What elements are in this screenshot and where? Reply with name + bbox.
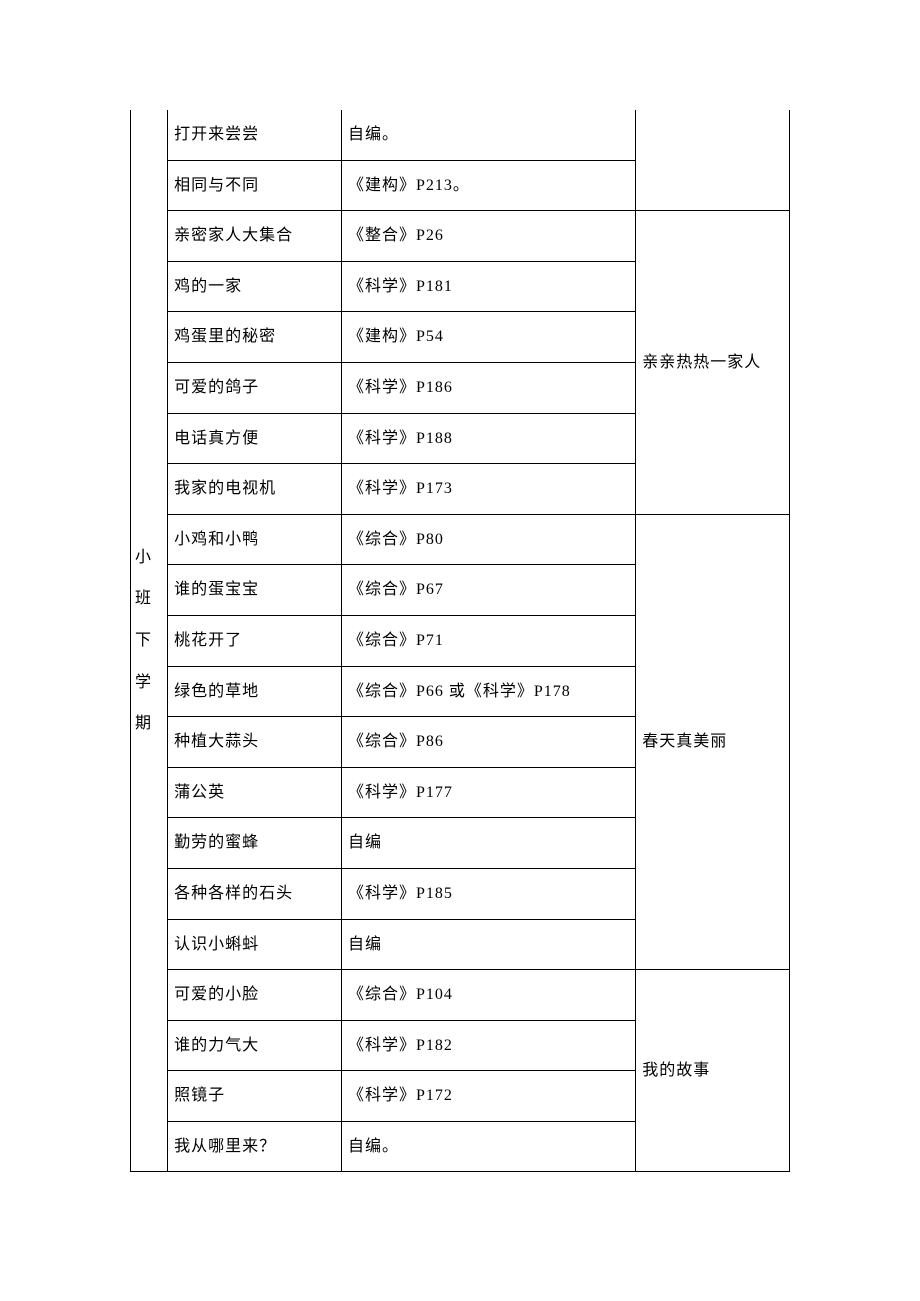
lesson-source: 《综合》P86 bbox=[341, 717, 635, 768]
lesson-source: 《建构》P54 bbox=[341, 312, 635, 363]
lesson-source: 《科学》P186 bbox=[341, 362, 635, 413]
lesson-source: 《综合》P66 或《科学》P178 bbox=[341, 666, 635, 717]
lesson-source: 《建构》P213。 bbox=[341, 160, 635, 211]
lesson-source: 《科学》P185 bbox=[341, 868, 635, 919]
lesson-source: 《科学》P188 bbox=[341, 413, 635, 464]
lesson-title: 各种各样的石头 bbox=[168, 868, 342, 919]
lesson-title: 电话真方便 bbox=[168, 413, 342, 464]
lesson-source: 《科学》P182 bbox=[341, 1020, 635, 1071]
lesson-source: 《科学》P173 bbox=[341, 464, 635, 515]
lesson-title: 相同与不同 bbox=[168, 160, 342, 211]
lesson-title: 认识小蝌蚪 bbox=[168, 919, 342, 970]
table-row: 小鸡和小鸭 《综合》P80 春天真美丽 bbox=[131, 514, 790, 565]
theme-cell: 春天真美丽 bbox=[636, 514, 790, 969]
lesson-title: 我从哪里来？ bbox=[168, 1121, 342, 1172]
lesson-title: 打开来尝尝 bbox=[168, 110, 342, 160]
lesson-title: 我家的电视机 bbox=[168, 464, 342, 515]
table-row: 小 班 下 学 期 打开来尝尝 自编。 bbox=[131, 110, 790, 160]
lesson-title: 谁的力气大 bbox=[168, 1020, 342, 1071]
lesson-source: 自编 bbox=[341, 818, 635, 869]
lesson-source: 《整合》P26 bbox=[341, 211, 635, 262]
lesson-title: 鸡蛋里的秘密 bbox=[168, 312, 342, 363]
lesson-title: 亲密家人大集合 bbox=[168, 211, 342, 262]
lesson-title: 谁的蛋宝宝 bbox=[168, 565, 342, 616]
lesson-title: 鸡的一家 bbox=[168, 261, 342, 312]
lesson-title: 勤劳的蜜蜂 bbox=[168, 818, 342, 869]
theme-cell bbox=[636, 110, 790, 211]
table-row: 可爱的小脸 《综合》P104 我的故事 bbox=[131, 970, 790, 1021]
curriculum-table: 小 班 下 学 期 打开来尝尝 自编。 相同与不同 《建构》P213。 亲密家人… bbox=[130, 110, 790, 1172]
lesson-title: 可爱的鸽子 bbox=[168, 362, 342, 413]
lesson-source: 《科学》P177 bbox=[341, 767, 635, 818]
lesson-title: 桃花开了 bbox=[168, 615, 342, 666]
lesson-title: 照镜子 bbox=[168, 1071, 342, 1122]
theme-cell: 亲亲热热一家人 bbox=[636, 211, 790, 515]
lesson-source: 《综合》P67 bbox=[341, 565, 635, 616]
lesson-title: 绿色的草地 bbox=[168, 666, 342, 717]
lesson-source: 《科学》P181 bbox=[341, 261, 635, 312]
lesson-source: 《综合》P71 bbox=[341, 615, 635, 666]
lesson-source: 自编。 bbox=[341, 1121, 635, 1172]
lesson-source: 《综合》P104 bbox=[341, 970, 635, 1021]
lesson-title: 种植大蒜头 bbox=[168, 717, 342, 768]
lesson-title: 小鸡和小鸭 bbox=[168, 514, 342, 565]
lesson-source: 自编 bbox=[341, 919, 635, 970]
lesson-title: 可爱的小脸 bbox=[168, 970, 342, 1021]
lesson-title: 蒲公英 bbox=[168, 767, 342, 818]
lesson-source: 自编。 bbox=[341, 110, 635, 160]
table-row: 亲密家人大集合 《整合》P26 亲亲热热一家人 bbox=[131, 211, 790, 262]
lesson-source: 《综合》P80 bbox=[341, 514, 635, 565]
semester-cell: 小 班 下 学 期 bbox=[131, 110, 168, 1172]
theme-cell: 我的故事 bbox=[636, 970, 790, 1172]
lesson-source: 《科学》P172 bbox=[341, 1071, 635, 1122]
